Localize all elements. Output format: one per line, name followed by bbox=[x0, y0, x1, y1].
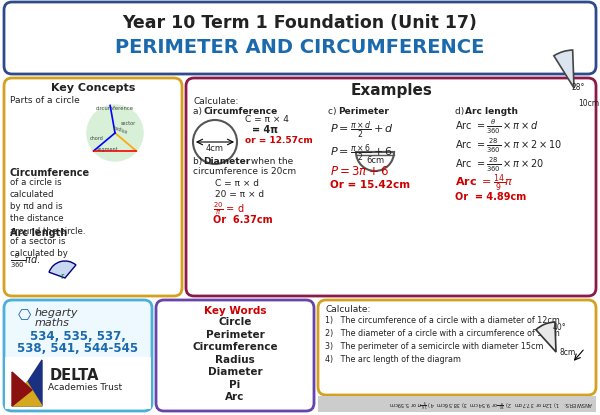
Wedge shape bbox=[49, 261, 76, 278]
FancyBboxPatch shape bbox=[4, 78, 182, 296]
FancyBboxPatch shape bbox=[4, 300, 152, 411]
Text: Calculate:: Calculate: bbox=[325, 305, 370, 314]
Text: when the: when the bbox=[248, 157, 293, 166]
Text: sector: sector bbox=[121, 121, 136, 126]
Text: segment: segment bbox=[97, 147, 119, 152]
Text: circumference: circumference bbox=[96, 106, 134, 111]
FancyBboxPatch shape bbox=[318, 396, 596, 412]
Text: Circumference: Circumference bbox=[10, 168, 90, 178]
Text: $P = 3\pi + 6$: $P = 3\pi + 6$ bbox=[330, 165, 389, 178]
Text: 40°: 40° bbox=[553, 323, 566, 332]
Text: Calculate:: Calculate: bbox=[193, 97, 238, 106]
Text: Year 10 Term 1 Foundation (Unit 17): Year 10 Term 1 Foundation (Unit 17) bbox=[122, 14, 478, 32]
Text: $P = \frac{\pi \times 6}{2} + 6$: $P = \frac{\pi \times 6}{2} + 6$ bbox=[330, 143, 393, 164]
Text: ANSWERS:   1) 12$\pi$ or 37.7cm  2) $\frac{30}{\pi}$ or 9.54cm  3) 38.56cm  4) $: ANSWERS: 1) 12$\pi$ or 37.7cm 2) $\frac{… bbox=[389, 397, 593, 409]
Text: Key Words: Key Words bbox=[204, 306, 266, 316]
Wedge shape bbox=[536, 322, 556, 352]
Text: maths: maths bbox=[35, 318, 70, 328]
Text: Or  = 4.89cm: Or = 4.89cm bbox=[455, 192, 526, 202]
Text: Key Concepts: Key Concepts bbox=[51, 83, 135, 93]
Polygon shape bbox=[12, 372, 32, 406]
Text: 20 = π × d: 20 = π × d bbox=[215, 190, 264, 199]
Text: c): c) bbox=[328, 107, 340, 116]
Text: hegarty: hegarty bbox=[35, 308, 79, 318]
Text: d): d) bbox=[455, 107, 467, 116]
Text: Diameter: Diameter bbox=[203, 157, 250, 166]
Text: Or  6.37cm: Or 6.37cm bbox=[213, 215, 272, 225]
Text: 28°: 28° bbox=[572, 83, 586, 92]
Text: 6cm: 6cm bbox=[366, 156, 384, 165]
Text: b): b) bbox=[193, 157, 205, 166]
Text: PERIMETER AND CIRCUMFERENCE: PERIMETER AND CIRCUMFERENCE bbox=[115, 38, 485, 57]
FancyBboxPatch shape bbox=[156, 300, 314, 411]
Text: Academies Trust: Academies Trust bbox=[48, 383, 122, 392]
Text: Perimeter: Perimeter bbox=[338, 107, 389, 116]
FancyBboxPatch shape bbox=[318, 300, 596, 395]
Text: 8cm: 8cm bbox=[560, 348, 576, 357]
Text: Circle: Circle bbox=[218, 317, 251, 327]
Text: 1)   The circumference of a circle with a diameter of 12cm: 1) The circumference of a circle with a … bbox=[325, 316, 560, 325]
Text: a): a) bbox=[193, 107, 205, 116]
Text: 3)   The perimeter of a semicircle with diameter 15cm: 3) The perimeter of a semicircle with di… bbox=[325, 342, 544, 351]
Text: Arc $= \frac{\theta}{360} \times \pi \times d$: Arc $= \frac{\theta}{360} \times \pi \ti… bbox=[455, 118, 538, 136]
Text: 4)   The arc length of the diagram: 4) The arc length of the diagram bbox=[325, 355, 461, 364]
Circle shape bbox=[87, 105, 143, 161]
FancyBboxPatch shape bbox=[186, 78, 596, 296]
Text: Circumference: Circumference bbox=[192, 342, 278, 352]
Text: chord: chord bbox=[90, 136, 104, 141]
Text: 2)   The diameter of a circle with a circumference of 30cm: 2) The diameter of a circle with a circu… bbox=[325, 329, 560, 338]
Text: or = 12.57cm: or = 12.57cm bbox=[245, 136, 313, 145]
Text: Circumference: Circumference bbox=[203, 107, 277, 116]
Text: Perimeter: Perimeter bbox=[206, 330, 265, 339]
Text: 538, 541, 544-545: 538, 541, 544-545 bbox=[17, 342, 139, 355]
Text: Arc $= \frac{28}{360} \times \pi \times 2 \times 10$: Arc $= \frac{28}{360} \times \pi \times … bbox=[455, 137, 562, 155]
Text: $P = \frac{\pi \times d}{2} + d$: $P = \frac{\pi \times d}{2} + d$ bbox=[330, 120, 394, 142]
Text: Or = 15.42cm: Or = 15.42cm bbox=[330, 180, 410, 190]
Text: 4cm: 4cm bbox=[206, 144, 224, 153]
Text: radius: radius bbox=[112, 125, 128, 135]
Text: Arc length: Arc length bbox=[10, 228, 67, 238]
Text: Arc length: Arc length bbox=[465, 107, 518, 116]
Text: Diameter: Diameter bbox=[208, 367, 262, 377]
Text: DELTA: DELTA bbox=[50, 368, 100, 383]
Text: of a sector is
calculated by: of a sector is calculated by bbox=[10, 237, 68, 258]
FancyBboxPatch shape bbox=[5, 357, 151, 409]
Text: Parts of a circle: Parts of a circle bbox=[10, 96, 80, 105]
Text: of a circle is
calculated
by πd and is
the distance
around the circle.: of a circle is calculated by πd and is t… bbox=[10, 178, 86, 236]
Text: Examples: Examples bbox=[351, 83, 433, 98]
Polygon shape bbox=[12, 360, 42, 406]
Text: Arc $= \frac{28}{360} \times \pi \times 20$: Arc $= \frac{28}{360} \times \pi \times … bbox=[455, 156, 544, 174]
Polygon shape bbox=[12, 382, 42, 406]
Text: Radius: Radius bbox=[215, 354, 255, 364]
Text: 534, 535, 537,: 534, 535, 537, bbox=[30, 330, 126, 343]
FancyBboxPatch shape bbox=[4, 2, 596, 74]
Text: circumference is 20cm: circumference is 20cm bbox=[193, 167, 296, 176]
Text: C = π × 4: C = π × 4 bbox=[245, 115, 289, 124]
Text: r: r bbox=[61, 272, 64, 281]
Text: = 4π: = 4π bbox=[252, 125, 278, 135]
Text: ⎔: ⎔ bbox=[18, 308, 31, 323]
Text: Arc: Arc bbox=[226, 392, 245, 402]
Text: Pi: Pi bbox=[229, 379, 241, 390]
Text: Arc $= \frac{14}{9}\pi$: Arc $= \frac{14}{9}\pi$ bbox=[455, 173, 514, 195]
Text: $\frac{20}{\pi}$ = d: $\frac{20}{\pi}$ = d bbox=[213, 200, 245, 217]
Text: $\frac{\theta}{360}$$\pi d.$: $\frac{\theta}{360}$$\pi d.$ bbox=[10, 252, 40, 270]
Text: 10cm: 10cm bbox=[578, 99, 599, 108]
Text: C = π × d: C = π × d bbox=[215, 179, 259, 188]
Wedge shape bbox=[554, 50, 574, 88]
